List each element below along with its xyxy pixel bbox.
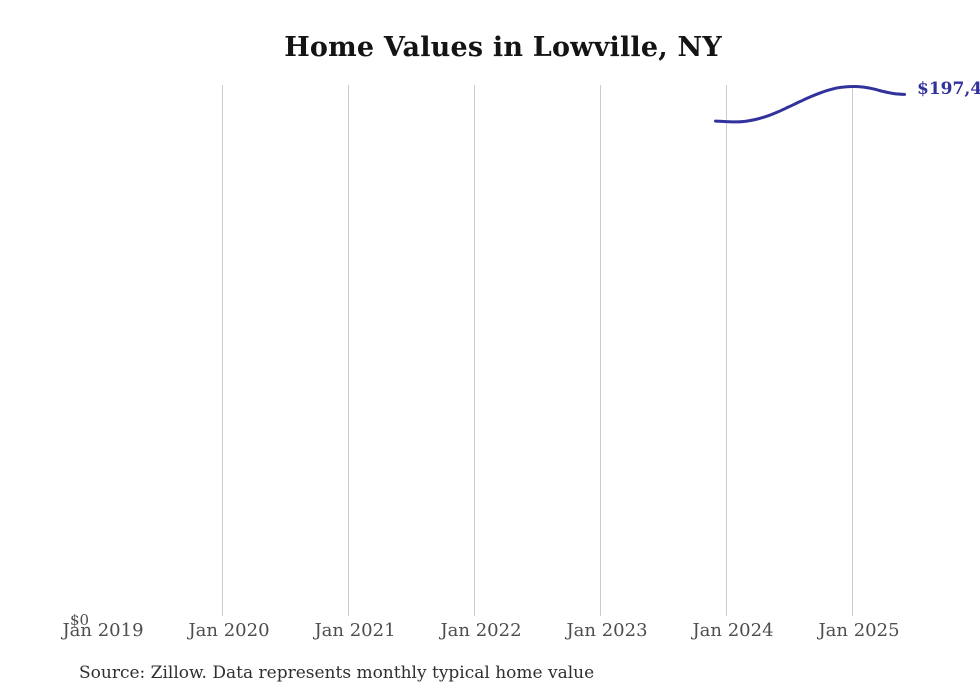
latest-value-label: $197,4 <box>917 79 980 99</box>
gridline <box>726 85 728 616</box>
gridline <box>348 85 350 616</box>
x-tick-label: Jan 2019 <box>62 620 144 641</box>
x-tick-label: Jan 2022 <box>440 620 522 641</box>
source-note: Source: Zillow. Data represents monthly … <box>79 663 595 683</box>
gridline <box>222 85 224 616</box>
y-axis-zero-label: $0 <box>70 611 90 629</box>
gridline <box>852 85 854 616</box>
gridline <box>600 85 602 616</box>
x-tick-label: Jan 2021 <box>314 620 396 641</box>
chart-title: Home Values in Lowville, NY <box>284 32 722 63</box>
x-tick-label: Jan 2025 <box>818 620 900 641</box>
x-tick-label: Jan 2024 <box>692 620 774 641</box>
x-tick-label: Jan 2020 <box>188 620 270 641</box>
home-values-line <box>714 84 906 124</box>
x-tick-label: Jan 2023 <box>566 620 648 641</box>
gridline <box>474 85 476 616</box>
